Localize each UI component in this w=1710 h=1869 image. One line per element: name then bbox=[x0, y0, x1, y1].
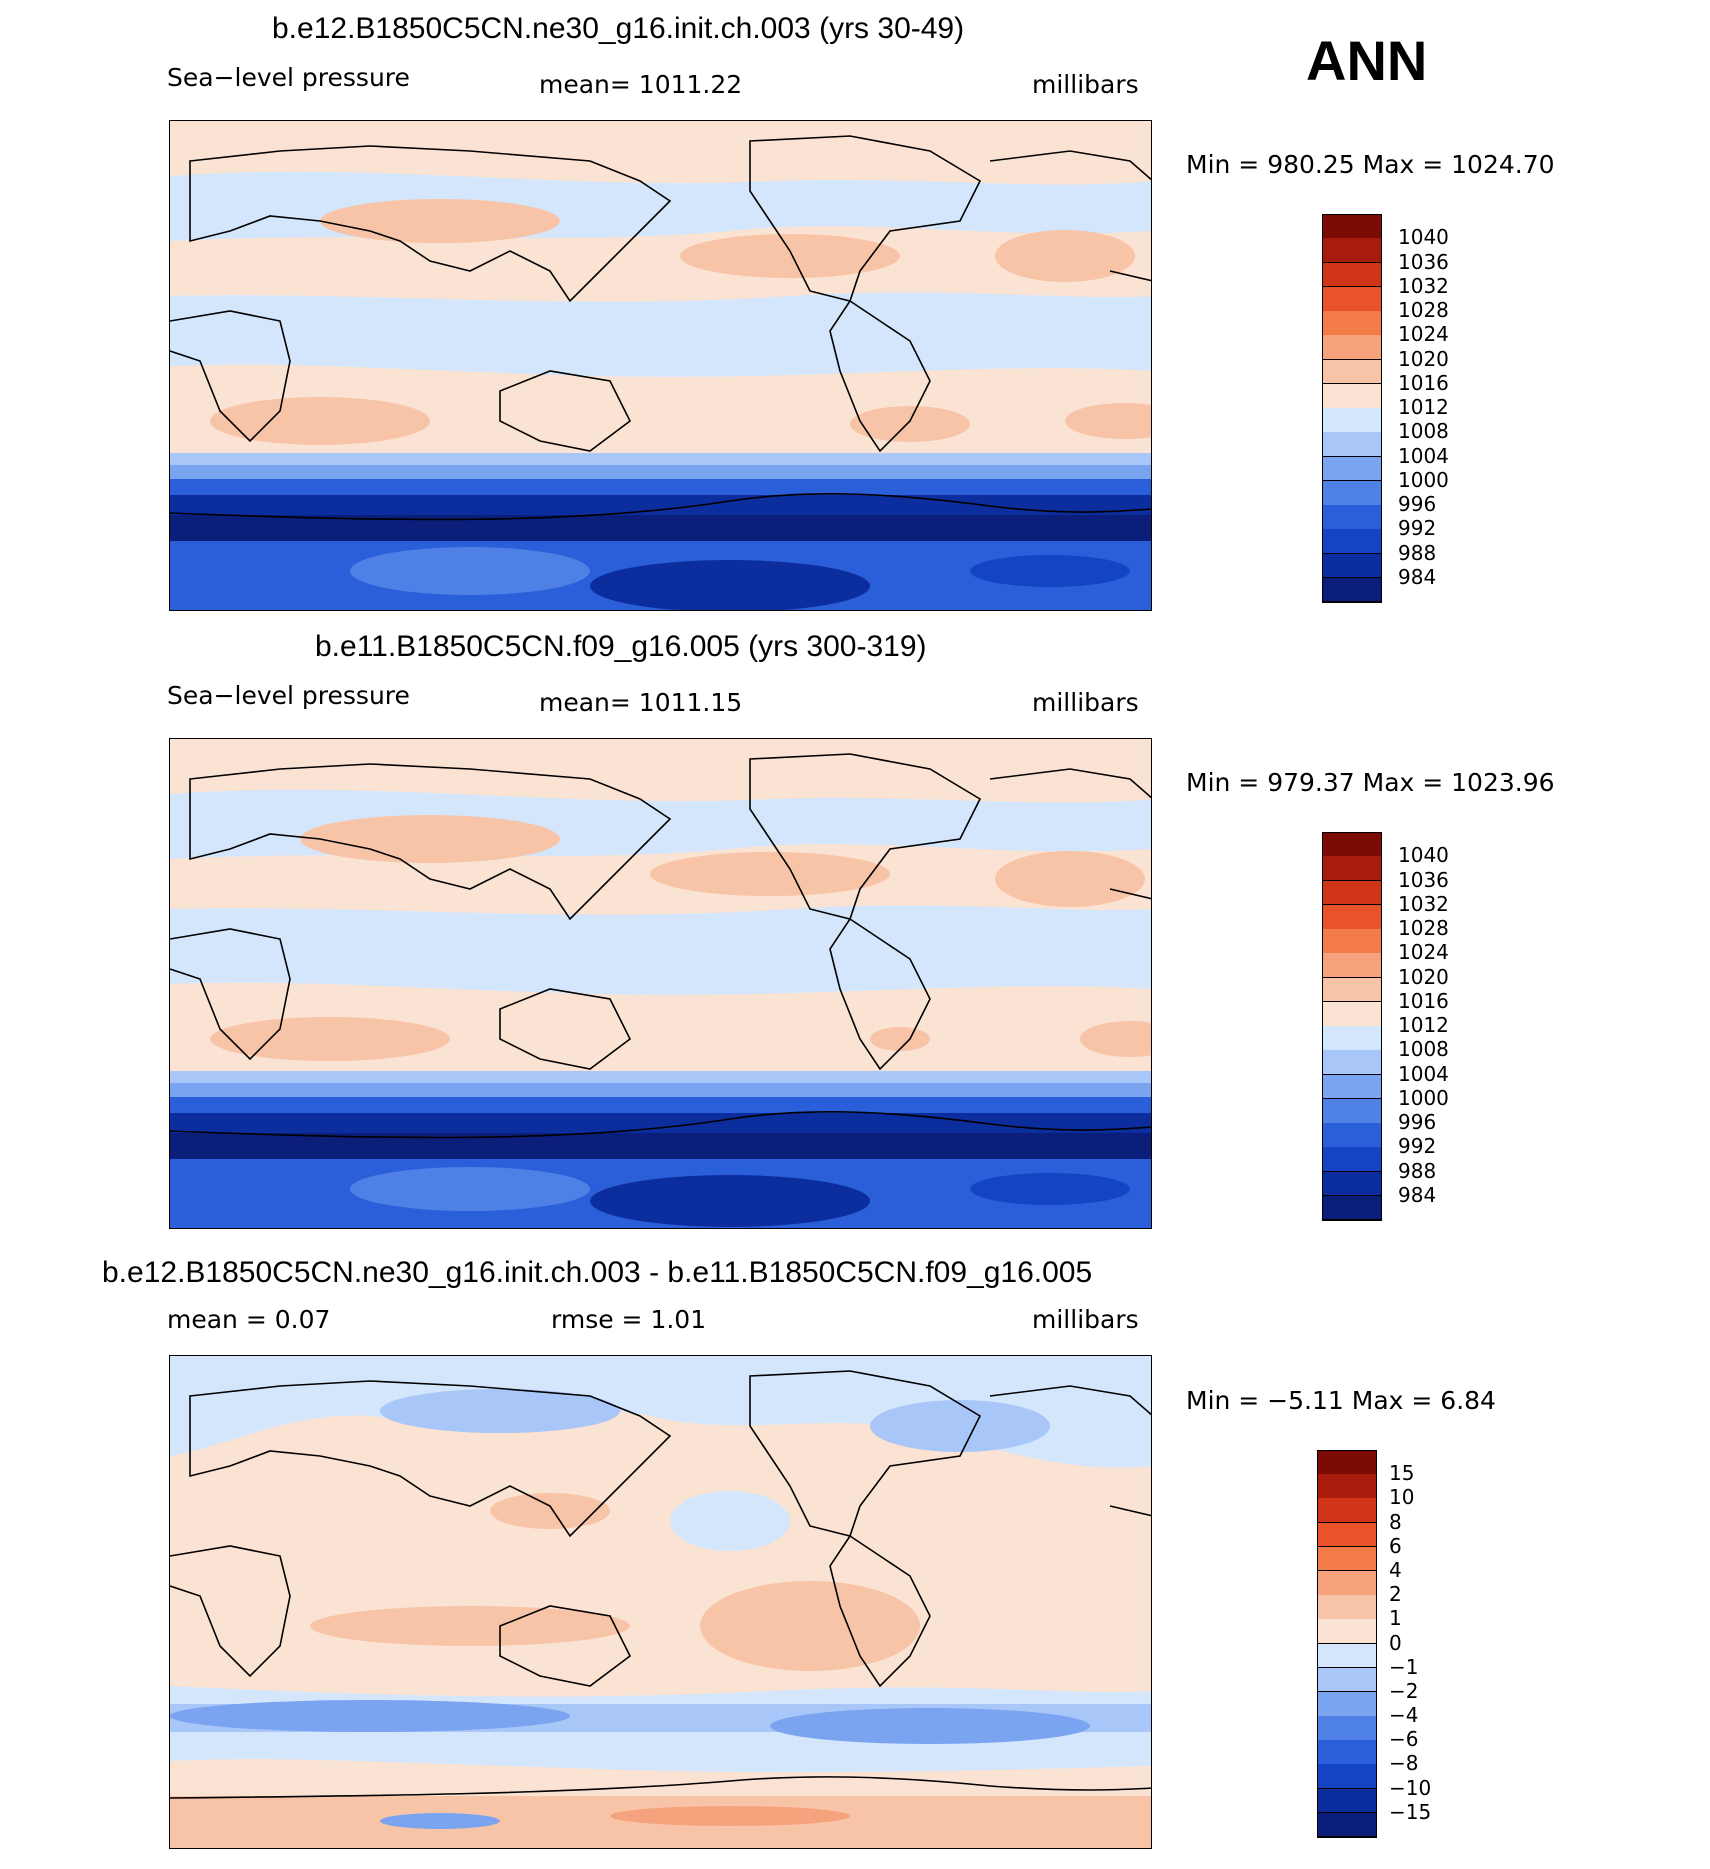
panel-3-minmax-label: Min = −5.11 Max = 6.84 bbox=[1186, 1386, 1496, 1415]
season-label: ANN bbox=[1306, 29, 1428, 92]
colorbar-label: 1040 bbox=[1398, 843, 1449, 868]
colorbar-label: 2 bbox=[1389, 1582, 1402, 1607]
colorbar-label: 6 bbox=[1389, 1533, 1402, 1558]
colorbar-label: 1000 bbox=[1398, 467, 1449, 492]
colorbar-label: 1036 bbox=[1398, 249, 1449, 274]
panel-1-map bbox=[169, 120, 1152, 611]
colorbar-swatch bbox=[1317, 1595, 1377, 1620]
colorbar-swatch bbox=[1317, 1716, 1377, 1741]
colorbar-label: 1016 bbox=[1398, 370, 1449, 395]
panel-1-minmax-label: Min = 980.25 Max = 1024.70 bbox=[1186, 150, 1555, 179]
colorbar-label: 1004 bbox=[1398, 443, 1449, 468]
panel-1-colorbar: 1040 1036 1032 1028 1024 1020 1016 1012 1008 1004… bbox=[1322, 214, 1449, 603]
colorbar-label: 1032 bbox=[1398, 273, 1449, 298]
colorbar-label: 1024 bbox=[1398, 940, 1449, 965]
colorbar-swatch bbox=[1322, 1147, 1382, 1172]
panel-2-map bbox=[169, 738, 1152, 1229]
panel-1-variable-label: Sea−level pressure bbox=[167, 63, 410, 92]
panel-3-rmse-label: rmse = 1.01 bbox=[551, 1305, 707, 1334]
colorbar-label: 1008 bbox=[1398, 1037, 1449, 1062]
colorbar-label: 1040 bbox=[1398, 225, 1449, 250]
colorbar-label: 1012 bbox=[1398, 1013, 1449, 1037]
colorbar-label: 1004 bbox=[1398, 1061, 1449, 1086]
panel-2-colorbar: 1040 1036 1032 1028 1024 1020 1016 1012 1008 1004… bbox=[1322, 832, 1449, 1221]
panel-1-title: b.e12.B1850C5CN.ne30_g16.init.ch.003 (yr… bbox=[272, 12, 965, 45]
colorbar-label: 1024 bbox=[1398, 322, 1449, 347]
colorbar-label: 1020 bbox=[1398, 346, 1449, 371]
colorbar-label: −1 bbox=[1389, 1654, 1419, 1679]
colorbar-swatch bbox=[1322, 1074, 1382, 1100]
colorbar-label: 984 bbox=[1398, 1182, 1437, 1207]
colorbar-swatch bbox=[1322, 1195, 1382, 1221]
panel-3-colorbar: 15 10 8 6 4 2 1 0 −1 −2 −4 −6 −8 −10 −15 bbox=[1317, 1450, 1431, 1838]
colorbar-label: 984 bbox=[1398, 564, 1437, 589]
colorbar-label: 1008 bbox=[1398, 419, 1449, 444]
panel-2-title: b.e11.B1850C5CN.f09_g16.005 (yrs 300-319… bbox=[315, 630, 927, 663]
colorbar-label: 15 bbox=[1389, 1461, 1415, 1486]
colorbar-label: 1032 bbox=[1398, 891, 1449, 916]
colorbar-label: 1020 bbox=[1398, 964, 1449, 989]
colorbar-swatch bbox=[1322, 214, 1382, 239]
colorbar-swatch bbox=[1317, 1812, 1377, 1838]
colorbar-label: 1016 bbox=[1398, 988, 1449, 1013]
panel-2-minmax-label: Min = 979.37 Max = 1023.96 bbox=[1186, 768, 1555, 797]
colorbar-swatch bbox=[1322, 1001, 1382, 1027]
colorbar-label: −10 bbox=[1389, 1775, 1432, 1800]
colorbar-label: 10 bbox=[1389, 1485, 1415, 1510]
colorbar-label: 4 bbox=[1389, 1557, 1402, 1582]
colorbar-label: 1000 bbox=[1398, 1085, 1449, 1110]
colorbar-swatch bbox=[1322, 953, 1382, 978]
colorbar-label: 992 bbox=[1398, 516, 1437, 541]
panel-3-mean-label: mean = 0.07 bbox=[167, 1305, 331, 1334]
colorbar-swatch bbox=[1322, 880, 1382, 906]
panel-2-variable-label: Sea−level pressure bbox=[167, 681, 410, 710]
colorbar-label: 1028 bbox=[1398, 298, 1449, 322]
colorbar-label: 996 bbox=[1398, 1110, 1437, 1134]
panel-1-units-label: millibars bbox=[1032, 70, 1139, 99]
colorbar-label: 992 bbox=[1398, 1134, 1437, 1159]
panel-3-units-label: millibars bbox=[1032, 1305, 1139, 1334]
colorbar-label: 1036 bbox=[1398, 867, 1449, 892]
colorbar-swatch bbox=[1317, 1522, 1377, 1548]
colorbar-label: 8 bbox=[1389, 1509, 1402, 1534]
colorbar-label: −15 bbox=[1389, 1799, 1432, 1824]
panel-3-map bbox=[169, 1355, 1152, 1849]
colorbar-swatch bbox=[1322, 505, 1382, 530]
colorbar-label: 1 bbox=[1389, 1606, 1402, 1631]
panel-2-units-label: millibars bbox=[1032, 688, 1139, 717]
colorbar-swatch bbox=[1322, 832, 1382, 857]
colorbar-swatch bbox=[1317, 1691, 1377, 1717]
colorbar-label: 1028 bbox=[1398, 916, 1449, 940]
colorbar-swatch bbox=[1322, 286, 1382, 312]
colorbar-swatch bbox=[1322, 383, 1382, 409]
colorbar-label: 996 bbox=[1398, 492, 1437, 516]
colorbar-label: −8 bbox=[1389, 1751, 1419, 1776]
colorbar-swatch bbox=[1322, 1098, 1382, 1124]
panel-1-mean-label: mean= 1011.22 bbox=[539, 70, 743, 99]
colorbar-swatch bbox=[1322, 456, 1382, 482]
colorbar-label: 0 bbox=[1389, 1630, 1402, 1655]
colorbar-label: −2 bbox=[1389, 1678, 1419, 1703]
colorbar-label: −4 bbox=[1389, 1703, 1419, 1728]
colorbar-swatch bbox=[1322, 577, 1382, 603]
colorbar-swatch bbox=[1317, 1740, 1377, 1765]
colorbar-label: 988 bbox=[1398, 540, 1437, 565]
colorbar-swatch bbox=[1322, 238, 1382, 263]
panel-3-title: b.e12.B1850C5CN.ne30_g16.init.ch.003 - b… bbox=[102, 1256, 1093, 1289]
colorbar-label: 1012 bbox=[1398, 395, 1449, 419]
panel-2-mean-label: mean= 1011.15 bbox=[539, 688, 743, 717]
colorbar-label: 988 bbox=[1398, 1158, 1437, 1183]
colorbar-label: −6 bbox=[1389, 1727, 1419, 1752]
